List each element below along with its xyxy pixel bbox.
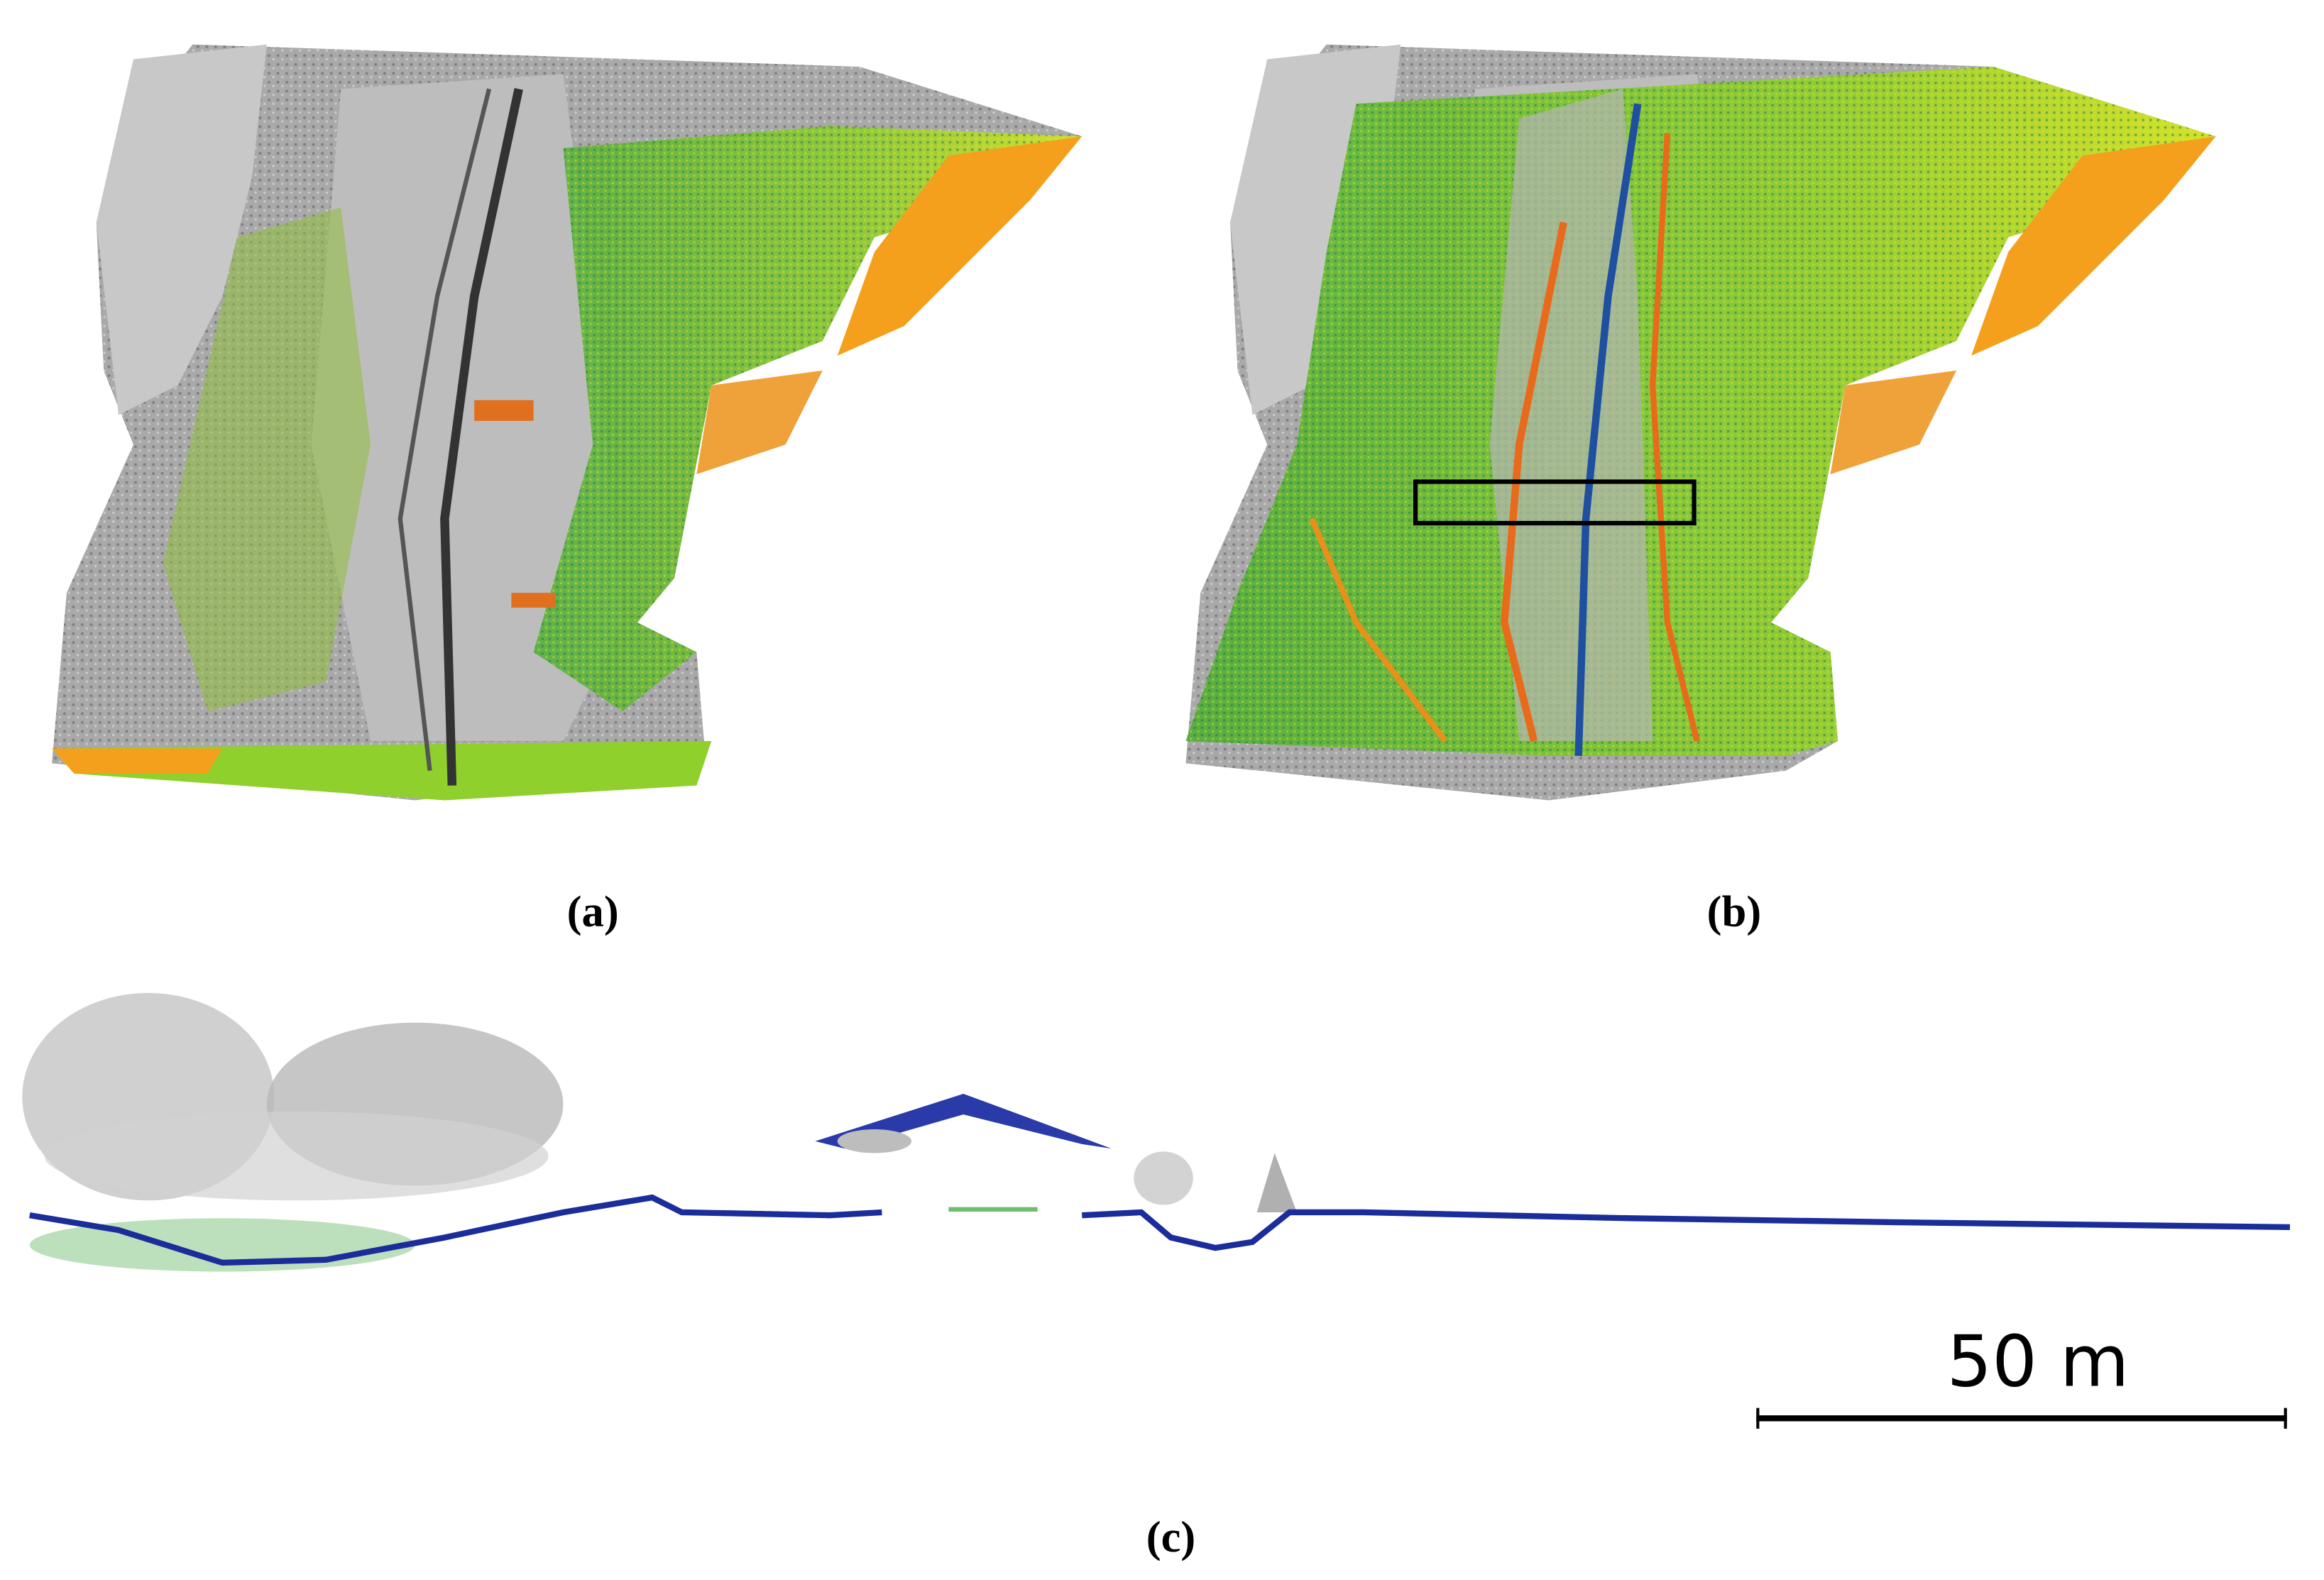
panel-label: (a) <box>567 887 619 936</box>
panel-a-image <box>52 44 1082 801</box>
scale-bar-label: 50 m <box>1946 1320 2129 1403</box>
panel-label: (c) <box>1146 1512 1196 1562</box>
panel-b-image <box>1185 44 2216 801</box>
selection-box <box>1413 479 1697 526</box>
panel-c-image <box>22 992 2291 1272</box>
panels: (a) (b) 50 m (c) <box>22 44 2291 1562</box>
panel-label: (b) <box>1707 887 1762 936</box>
